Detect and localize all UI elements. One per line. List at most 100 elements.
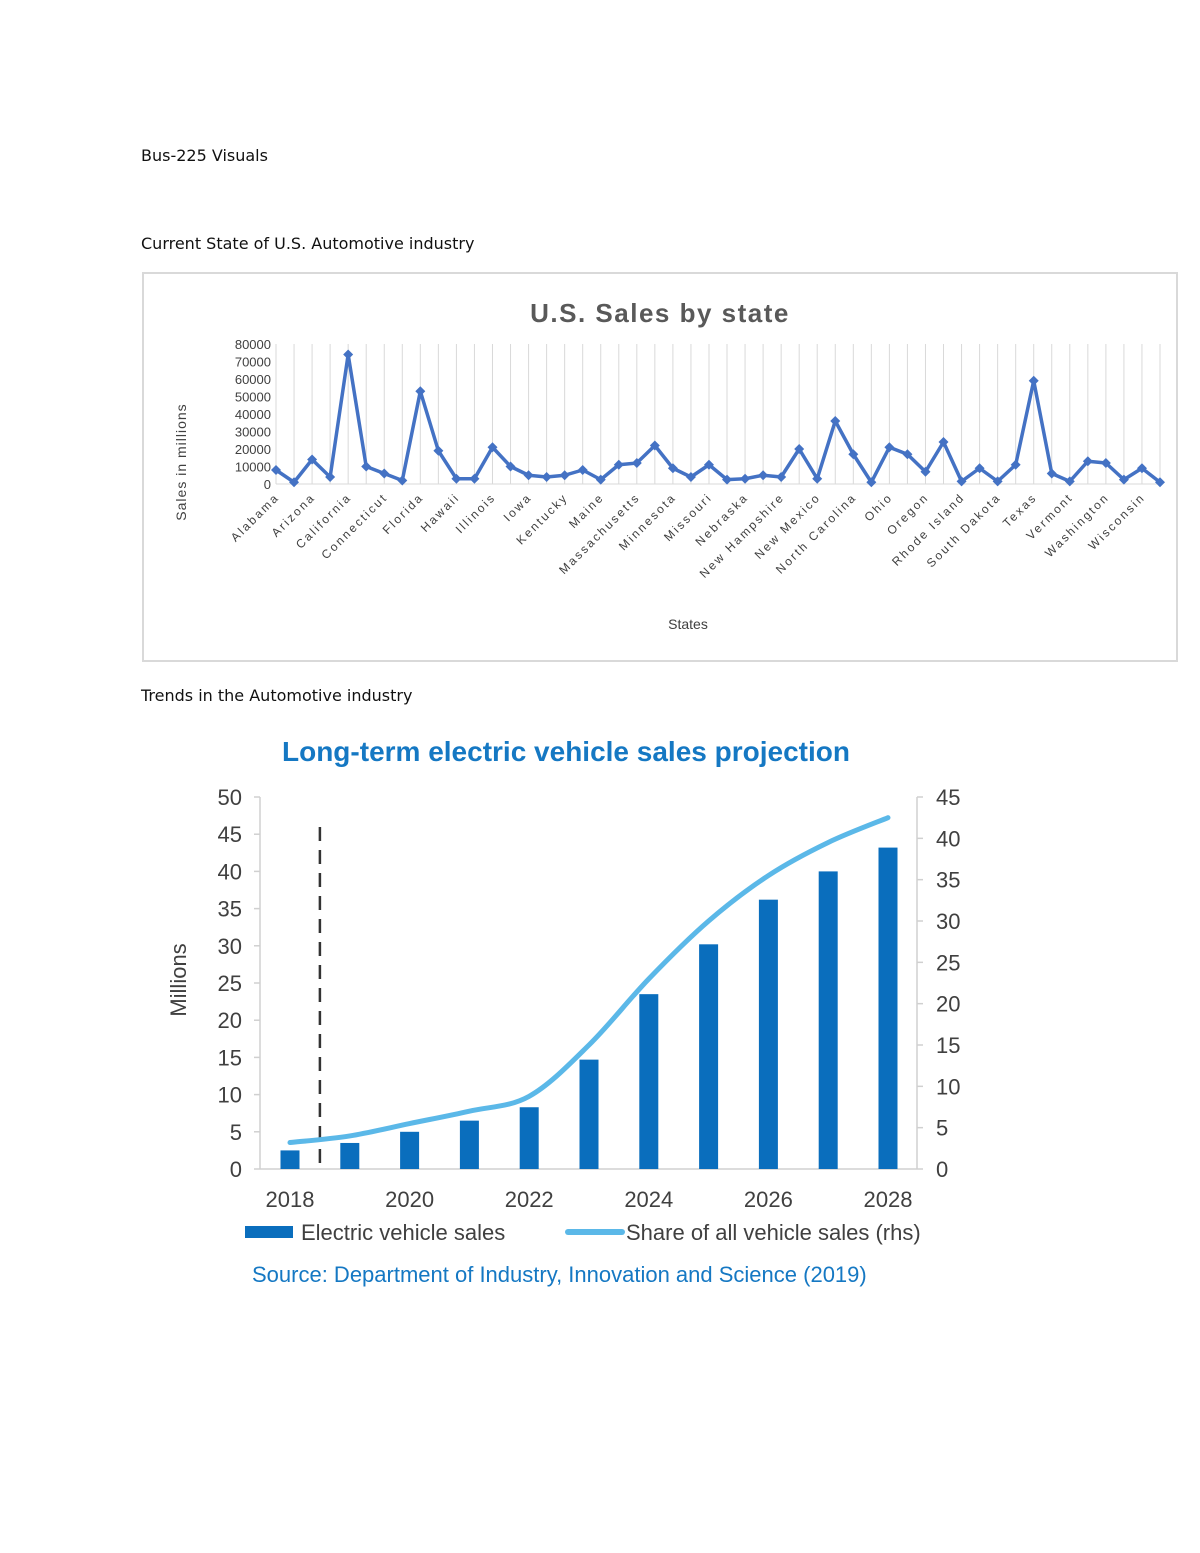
chart-title: U.S. Sales by state <box>530 298 790 328</box>
data-point-kentucky <box>559 470 570 481</box>
data-point-iowa <box>523 470 534 481</box>
x-tick-label: 2022 <box>505 1187 554 1212</box>
section-heading-current-state: Current State of U.S. Automotive industr… <box>141 234 475 253</box>
data-point-new-mexico <box>812 473 823 484</box>
y2-tick-label: 5 <box>936 1116 948 1141</box>
y-tick-label: 40000 <box>235 407 271 422</box>
y-tick-label: 50000 <box>235 390 271 405</box>
y-tick-label: 15 <box>218 1045 242 1070</box>
y-tick-label: 10 <box>218 1083 242 1108</box>
source-note: Source: Department of Industry, Innovati… <box>252 1262 867 1287</box>
y2-tick-label: 40 <box>936 826 960 851</box>
data-point-rhode-island <box>956 476 967 487</box>
legend-swatch-ev-sales <box>245 1226 293 1238</box>
y2-tick-label: 45 <box>936 785 960 810</box>
data-point-idaho <box>469 473 480 484</box>
y-tick-label: 30 <box>218 934 242 959</box>
bar-ev-sales-2021 <box>459 1120 479 1169</box>
y-tick-label: 45 <box>218 822 242 847</box>
data-point-north-dakota <box>866 477 877 488</box>
data-point-west-virginia <box>1118 474 1129 485</box>
y2-tick-label: 10 <box>936 1074 960 1099</box>
bar-ev-sales-2027 <box>818 871 838 1169</box>
sales-by-state-chart: U.S. Sales by state 0 10000 20000 30000 40000… <box>173 298 1165 632</box>
data-point-new-hampshire <box>776 472 787 482</box>
legend-label-share: Share of all vehicle sales (rhs) <box>626 1220 921 1245</box>
y2-tick-label: 0 <box>936 1157 948 1182</box>
series-line-sales <box>275 352 1162 484</box>
y-tick-label: 50 <box>218 785 242 810</box>
y2-tick-label: 20 <box>936 992 960 1017</box>
data-point-maine <box>595 474 606 485</box>
y-tick-label: 40 <box>218 859 242 884</box>
data-point-michigan <box>649 440 660 451</box>
x-tick-label: 2018 <box>266 1187 315 1212</box>
x-tick-label: 2020 <box>385 1187 434 1212</box>
data-point-wyoming <box>1155 477 1165 488</box>
data-point-maryland <box>613 459 624 470</box>
data-point-oregon <box>920 466 931 477</box>
data-point-montana <box>722 474 733 485</box>
x-tick-label: Iowa <box>501 490 535 524</box>
data-point-new-jersey <box>794 444 805 454</box>
data-point-kansas <box>541 472 552 482</box>
y-tick-label: 30000 <box>235 425 271 440</box>
y-tick-label: 60000 <box>235 372 271 387</box>
y-axis-title: Sales in millions <box>173 403 189 520</box>
y-tick-label: 0 <box>264 477 271 492</box>
y-tick-label: 20 <box>218 1008 242 1033</box>
data-point-wisconsin <box>1136 463 1147 474</box>
bar-ev-sales-2026 <box>758 899 778 1169</box>
legend-label-ev-sales: Electric vehicle sales <box>301 1220 505 1245</box>
data-point-missouri <box>703 459 714 470</box>
data-point-florida <box>415 386 426 397</box>
y-tick-label: 35 <box>218 897 242 922</box>
data-point-south-carolina <box>974 463 985 474</box>
data-point-oklahoma <box>902 449 913 460</box>
data-point-tennessee <box>1010 459 1021 470</box>
y-tick-label: 10000 <box>235 460 271 475</box>
x-axis-title: States <box>668 616 708 632</box>
data-point-illinois <box>487 442 498 453</box>
y-tick-label: 70000 <box>235 355 271 370</box>
data-point-alabama <box>271 465 281 475</box>
y2-tick-label: 25 <box>936 950 960 975</box>
data-point-arkansas <box>325 472 336 482</box>
data-point-delaware <box>397 475 408 486</box>
y2-tick-label: 30 <box>936 909 960 934</box>
y-tick-label: 80000 <box>235 337 271 352</box>
data-point-north-carolina <box>848 449 859 460</box>
y-tick-label: 5 <box>230 1120 242 1145</box>
data-point-texas <box>1028 375 1039 386</box>
bar-ev-sales-2020 <box>400 1131 420 1169</box>
data-point-south-dakota <box>992 476 1003 487</box>
ev-projection-chart: Long-term electric vehicle sales project… <box>166 736 960 1287</box>
x-tick-label: 2026 <box>744 1187 793 1212</box>
y-axis-title: Millions <box>166 943 191 1016</box>
data-point-louisiana <box>577 465 588 475</box>
x-tick-label: 2028 <box>864 1187 913 1212</box>
data-point-alaska <box>289 477 300 488</box>
data-point-mississippi <box>685 472 696 482</box>
bar-ev-sales-2028 <box>878 847 898 1169</box>
bar-ev-sales-2018 <box>280 1150 300 1169</box>
document-heading: Bus-225 Visuals <box>141 146 268 165</box>
data-point-arizona <box>307 454 318 465</box>
y-tick-label: 25 <box>218 971 242 996</box>
data-point-washington <box>1100 458 1111 468</box>
bar-ev-sales-2023 <box>579 1059 599 1169</box>
chart-title: Long-term electric vehicle sales project… <box>282 736 850 767</box>
data-point-new-york <box>830 416 841 426</box>
data-point-pennsylvania <box>938 437 949 447</box>
bar-ev-sales-2019 <box>340 1142 360 1169</box>
sales-by-state-chart-frame: U.S. Sales by state 0 10000 20000 30000 40000… <box>142 272 1178 662</box>
data-point-connecticut <box>379 468 390 479</box>
bar-ev-sales-2025 <box>699 944 719 1169</box>
data-point-georgia <box>433 445 444 456</box>
series-line-share <box>287 815 891 1146</box>
data-point-minnesota <box>667 463 678 474</box>
bar-ev-sales-2022 <box>519 1107 539 1169</box>
data-point-vermont <box>1064 476 1075 487</box>
data-point-nevada <box>758 470 769 481</box>
data-point-california <box>343 349 354 360</box>
